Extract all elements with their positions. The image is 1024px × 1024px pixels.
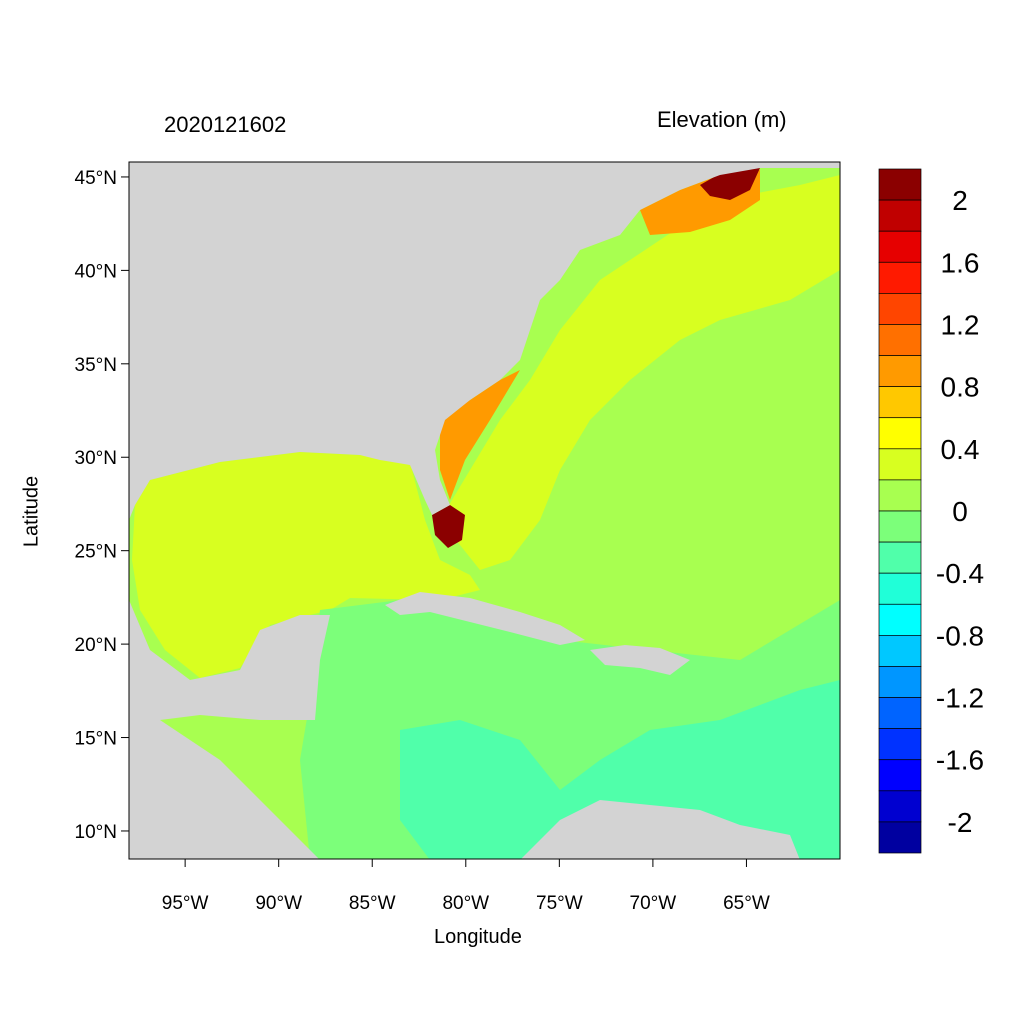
colorbar-swatch bbox=[878, 821, 922, 854]
y-tick-label: 10°N bbox=[75, 822, 117, 843]
x-tick-label: 75°W bbox=[536, 893, 583, 914]
colorbar-swatch bbox=[878, 479, 922, 512]
colorbar-swatch bbox=[878, 510, 922, 543]
caribbean-low-zone bbox=[400, 680, 840, 859]
map-plot-area bbox=[129, 162, 840, 859]
colorbar-label: 1.6 bbox=[941, 247, 980, 278]
plot-frame bbox=[128, 161, 841, 860]
date-title: 2020121602 bbox=[164, 112, 287, 137]
colorbar-swatch bbox=[878, 199, 922, 232]
colorbar-label: 0.4 bbox=[941, 434, 980, 465]
y-tick-label: 40°N bbox=[75, 261, 117, 282]
colorbar-swatch bbox=[878, 697, 922, 729]
colorbar-swatch bbox=[878, 666, 922, 698]
colorbar: 2 1.6 1.2 0.8 0.4 0 -0.4 -0.8 -1.2 -1.6 -2 bbox=[878, 168, 984, 854]
colorbar-swatch bbox=[878, 261, 922, 294]
yucatan-central-america-land bbox=[129, 720, 319, 859]
colorbar-swatch bbox=[878, 541, 922, 574]
x-axis: 95°W 90°W 85°W 80°W 75°W 70°W 65°W bbox=[162, 859, 770, 914]
colorbar-swatch bbox=[878, 448, 922, 481]
southeast-coast-surge-zone bbox=[440, 370, 520, 500]
north-america-land bbox=[129, 162, 840, 520]
colorbar-swatch bbox=[878, 728, 922, 761]
colorbar-swatch bbox=[878, 324, 922, 356]
colorbar-swatch bbox=[878, 293, 922, 325]
y-tick-label: 25°N bbox=[75, 542, 117, 563]
colorbar-label: -0.8 bbox=[936, 620, 984, 651]
variable-title: Elevation (m) bbox=[657, 107, 787, 132]
x-tick-label: 90°W bbox=[255, 893, 302, 914]
colorbar-swatch bbox=[878, 417, 922, 450]
y-axis: 45°N 40°N 35°N 30°N 25°N 20°N 15°N 10°N bbox=[75, 168, 129, 843]
colorbar-swatch bbox=[878, 635, 922, 667]
colorbar-label: 0.8 bbox=[941, 372, 980, 403]
colorbar-swatch bbox=[878, 355, 922, 387]
hispaniola-land bbox=[590, 645, 690, 675]
colorbar-label: -0.4 bbox=[936, 558, 984, 589]
colorbar-swatch bbox=[878, 759, 922, 792]
cuba-land bbox=[385, 592, 585, 645]
gulf-elevation-zone bbox=[132, 452, 480, 678]
colorbar-swatch bbox=[878, 603, 922, 636]
x-tick-label: 85°W bbox=[349, 893, 396, 914]
gulf-of-maine-peak-zone bbox=[700, 168, 760, 200]
x-tick-label: 70°W bbox=[630, 893, 677, 914]
atlantic-elevation-zone bbox=[440, 175, 840, 570]
y-tick-label: 20°N bbox=[75, 635, 117, 656]
colorbar-label: 2 bbox=[952, 185, 968, 216]
mexico-land bbox=[129, 600, 330, 720]
x-tick-label: 65°W bbox=[723, 893, 770, 914]
colorbar-label: -1.2 bbox=[936, 683, 984, 714]
colorbar-swatch bbox=[878, 572, 922, 605]
colorbar-swatch bbox=[878, 790, 922, 823]
colorbar-label: 0 bbox=[952, 496, 968, 527]
x-axis-label: Longitude bbox=[434, 926, 522, 948]
y-tick-label: 35°N bbox=[75, 355, 117, 376]
colorbar-label: -2 bbox=[948, 807, 973, 838]
colorbar-label: 1.2 bbox=[941, 309, 980, 340]
colorbar-label: -1.6 bbox=[936, 745, 984, 776]
y-tick-label: 45°N bbox=[75, 168, 117, 189]
south-florida-peak-zone bbox=[432, 505, 465, 548]
colorbar-swatch bbox=[878, 386, 922, 419]
y-tick-label: 15°N bbox=[75, 729, 117, 750]
x-tick-label: 80°W bbox=[442, 893, 489, 914]
colorbar-swatch bbox=[878, 168, 922, 201]
x-tick-label: 95°W bbox=[162, 893, 209, 914]
colorbar-swatch bbox=[878, 230, 922, 263]
south-america-land bbox=[521, 800, 800, 859]
y-tick-label: 30°N bbox=[75, 448, 117, 469]
